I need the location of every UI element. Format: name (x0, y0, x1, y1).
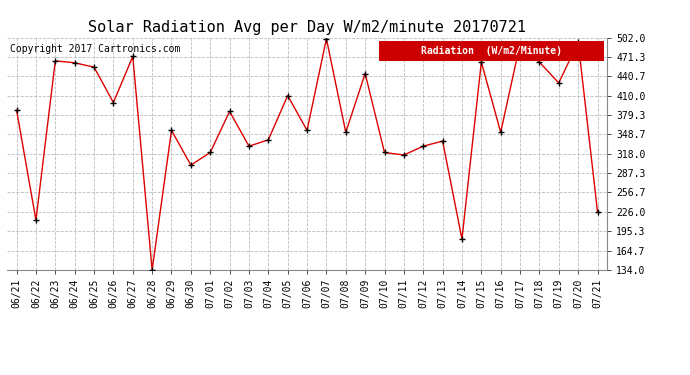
Title: Solar Radiation Avg per Day W/m2/minute 20170721: Solar Radiation Avg per Day W/m2/minute … (88, 20, 526, 35)
Text: Copyright 2017 Cartronics.com: Copyright 2017 Cartronics.com (10, 45, 180, 54)
